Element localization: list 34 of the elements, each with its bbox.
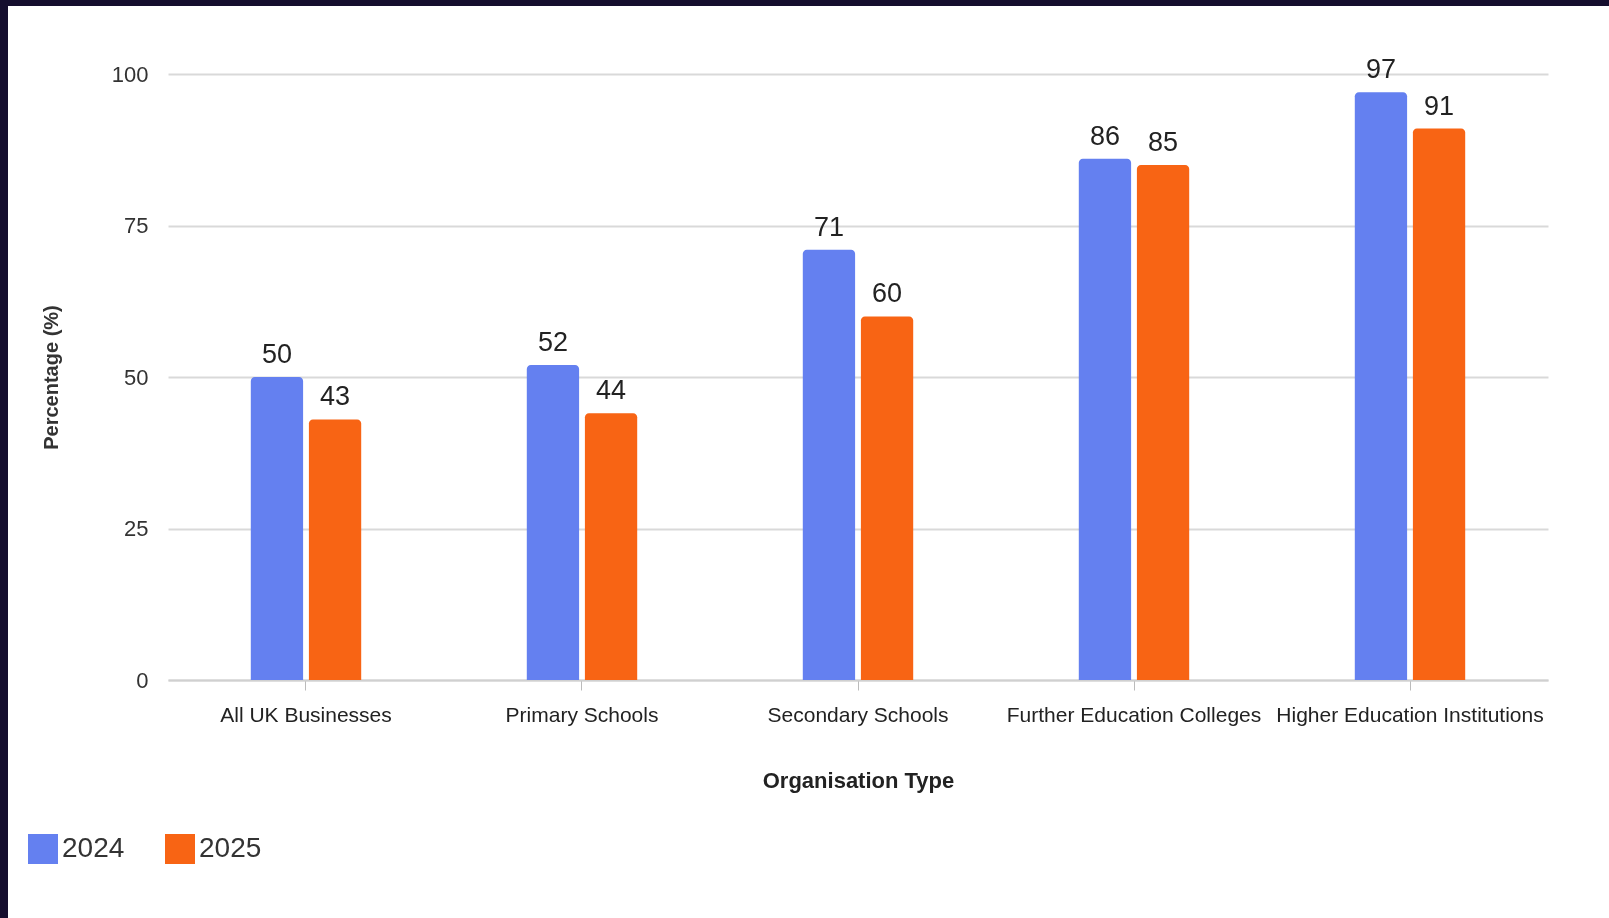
x-tick-label: Further Education Colleges: [1006, 702, 1262, 726]
x-tick-label: Higher Education Institutions: [1276, 702, 1544, 726]
y-tick-label: 75: [124, 213, 149, 238]
bar: [250, 377, 304, 680]
y-tick-label: 100: [111, 61, 149, 87]
x-axis-title: Organisation Type: [762, 767, 955, 793]
bar: [1078, 158, 1132, 680]
bar: [584, 413, 638, 680]
x-tick-label: Primary Schools: [505, 702, 659, 726]
bar: [860, 316, 914, 680]
bar: [1136, 164, 1190, 680]
y-axis-title: Percentage (%): [39, 305, 62, 450]
y-tick-label: 0: [136, 667, 149, 693]
legend-label: 2025: [199, 832, 262, 863]
x-tick-label: All UK Businesses: [220, 702, 392, 726]
bar: [526, 364, 580, 680]
bar: [308, 419, 362, 680]
data-label: 71: [813, 211, 844, 242]
bar: [802, 249, 856, 680]
data-label: 43: [320, 381, 351, 412]
data-label: 85: [1148, 126, 1179, 157]
bar: [1354, 92, 1408, 680]
data-label: 60: [872, 278, 903, 309]
data-label: 86: [1089, 120, 1120, 151]
data-label: 50: [261, 339, 292, 369]
data-label: 52: [537, 326, 568, 357]
data-label: 97: [1365, 54, 1396, 85]
x-tick-label: Secondary Schools: [767, 702, 949, 726]
y-tick-label: 50: [124, 364, 149, 390]
data-label: 91: [1424, 90, 1455, 121]
y-tick-label: 25: [124, 516, 149, 541]
bar: [1412, 128, 1466, 680]
legend-label: 2024: [62, 832, 125, 863]
data-label: 44: [596, 375, 627, 406]
